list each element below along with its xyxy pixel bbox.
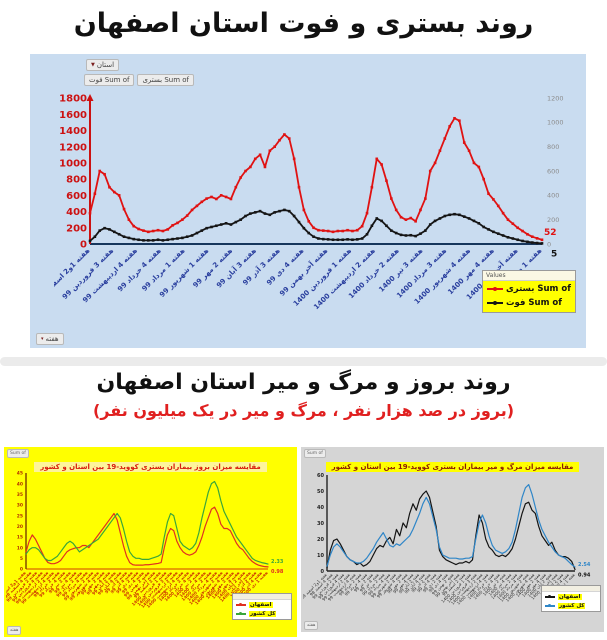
legend-item-esfahan: اصفهان [545,594,597,600]
svg-text:5: 5 [551,249,557,259]
svg-text:400: 400 [66,207,87,218]
svg-text:0: 0 [20,567,23,573]
week-dropdown-icon: ▾ [41,336,44,342]
svg-text:5: 5 [20,556,23,562]
svg-text:0: 0 [80,240,87,251]
red-line-marker-icon [487,286,503,291]
svg-text:20: 20 [17,524,23,530]
svg-text:600: 600 [547,167,559,175]
mortality-chart-title: مقایسه میزان مرگ و میر بیماران بستری کوو… [301,454,604,473]
chart1-legend-header: Values [483,271,575,281]
incidence-sum-field-chip[interactable]: Sum of [7,449,29,458]
svg-text:0: 0 [547,240,551,248]
black-line-marker-icon [545,595,555,598]
province-filter-chip[interactable]: استان ▼ [86,59,120,71]
svg-text:10: 10 [17,545,23,551]
svg-text:50: 50 [317,489,324,495]
mortality-legend: اصفهان کل کشور [541,585,601,612]
section2-subtitle: (بروز در صد هزار نفر ، مرگ و میر در یک م… [92,401,515,420]
province-filter-label: استان [96,61,115,69]
svg-text:1000: 1000 [547,119,564,127]
svg-text:800: 800 [66,175,87,186]
field-chip-bastari[interactable]: Sum of بستری [137,74,194,86]
pivot-field-chips: Sum of بستری Sum of فوت [84,74,194,86]
incidence-chart-title: مقایسه میزان بروز بیماران بستری کووید-19… [4,454,297,473]
black-line-marker-icon [487,300,503,305]
svg-text:35: 35 [17,492,23,498]
svg-text:30: 30 [317,521,324,527]
mortality-line-chart: 0 10 20 30 40 50 60 هفته 1و2 اسفند 1398 هفته 4 ا… [296,469,601,629]
svg-text:2.33: 2.33 [271,559,284,565]
mortality-chart-panel: Sum of مقایسه میزان مرگ و میر بیماران بس… [296,447,604,632]
mortality-week-chip[interactable]: هفته [304,621,319,630]
svg-text:200: 200 [547,216,559,224]
page-title: روند بستری و فوت استان اصفهان [73,8,534,39]
svg-text:هفته 3 آبان 99: هفته 3 آبان 99 [214,246,258,290]
chart1-legend: Values Sum of بستری Sum of فوت [482,270,576,313]
green-line-marker-icon [236,612,246,615]
incidence-chart-panel: Sum of مقایسه میزان بروز بیماران بستری ک… [0,447,297,637]
svg-text:30: 30 [17,503,23,509]
svg-text:2.54: 2.54 [578,562,591,568]
legend-item-country: کل کشور [236,611,288,617]
svg-text:20: 20 [317,537,324,543]
svg-text:200: 200 [66,223,87,234]
svg-text:600: 600 [66,191,87,202]
legend-item-fot: Sum of فوت [487,298,571,308]
svg-text:هفته 3 تیر 1400: هفته 3 تیر 1400 [377,247,424,294]
svg-text:800: 800 [547,143,559,151]
legend-item-esfahan: اصفهان [236,602,288,608]
svg-text:1600: 1600 [59,110,87,121]
hospitalization-death-line-chart: 0 200 400 600 800 1000 1200 1400 1600 1800 0 200 400… [30,90,594,342]
mortality-sum-field-chip[interactable]: Sum of [304,449,326,458]
svg-text:1400: 1400 [59,126,87,137]
section-divider [0,357,607,366]
legend-item-bastari: Sum of بستری [487,284,571,294]
svg-text:هفته 4 خرداد 99: هفته 4 خرداد 99 [116,247,163,294]
svg-text:1200: 1200 [59,142,87,153]
svg-text:15: 15 [17,535,23,541]
svg-text:10: 10 [317,553,324,559]
svg-text:0: 0 [321,569,325,575]
blue-line-marker-icon [545,604,555,607]
svg-text:0.94: 0.94 [578,572,591,578]
svg-text:45: 45 [17,471,23,477]
svg-text:هفته 1 مرداد 99: هفته 1 مرداد 99 [140,247,186,293]
svg-text:1000: 1000 [59,158,87,169]
hospitalization-chart-panel: استان ▼ Sum of بستری Sum of فوت 0 200 400 6… [30,54,586,348]
red-line-marker-icon [236,603,246,606]
svg-text:40: 40 [17,481,23,487]
svg-text:0.98: 0.98 [271,569,284,575]
legend-item-country: کل کشور [545,603,597,609]
svg-text:52: 52 [544,228,557,238]
svg-text:1800: 1800 [59,94,87,105]
incidence-legend: اصفهان کل کشور [232,593,292,620]
svg-text:1200: 1200 [547,94,564,102]
svg-text:25: 25 [17,513,23,519]
field-chip-fot[interactable]: Sum of فوت [84,74,135,86]
section2-title: روند بروز و مرگ و میر استان اصفهان [96,370,511,395]
svg-text:40: 40 [317,505,324,511]
svg-text:400: 400 [547,192,559,200]
week-filter-chip[interactable]: هفته ▾ [36,333,64,345]
incidence-week-chip[interactable]: هفته [7,626,22,635]
svg-text:60: 60 [317,473,324,479]
filter-dropdown-icon: ▼ [91,62,95,68]
